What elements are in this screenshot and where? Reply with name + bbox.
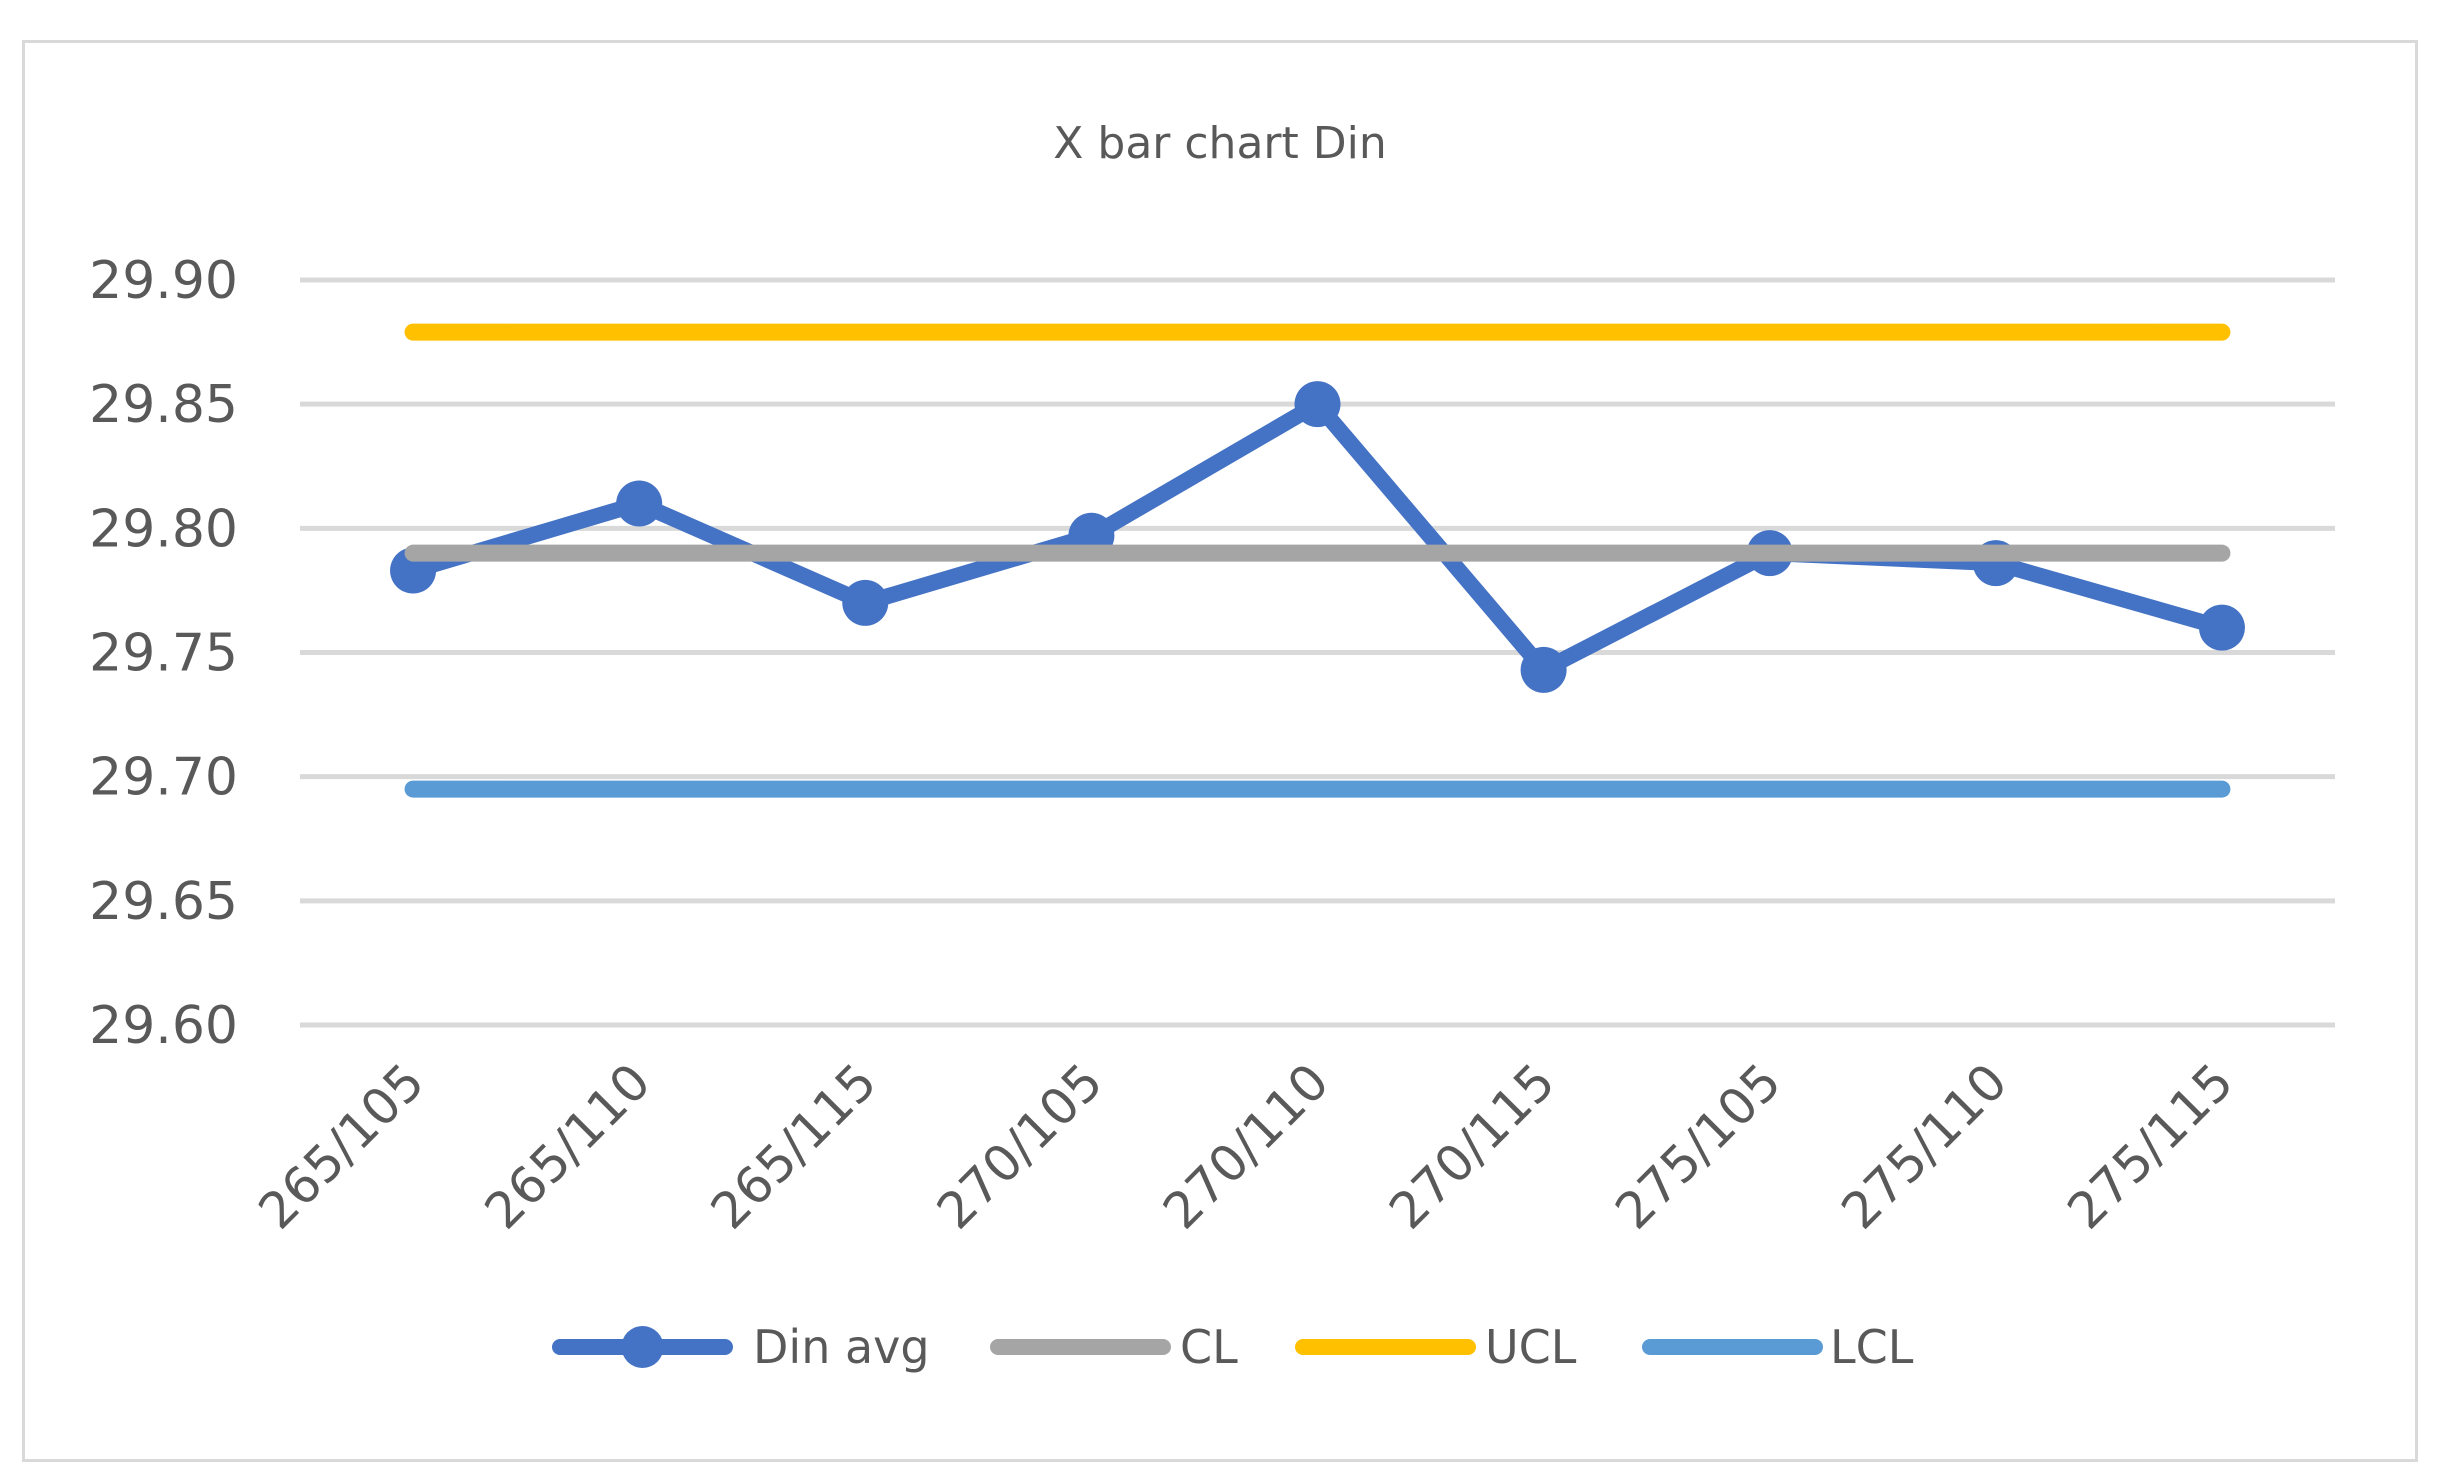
y-tick-label: 29.90 [89,251,238,311]
x-tick-label: 270/115 [1378,1052,1566,1240]
x-tick-label: 265/115 [700,1052,888,1240]
y-tick-label: 29.80 [89,499,238,559]
series-group [390,323,2245,798]
y-tick-label: 29.70 [89,748,238,808]
chart-title: X bar chart Din [1053,118,1386,169]
legend-item-cl: CL [990,1320,1238,1374]
legend-label: LCL [1830,1320,1914,1374]
x-tick-label: 275/105 [1604,1052,1792,1240]
legend-item-lcl: LCL [1642,1320,1914,1374]
x-tick-label: 275/110 [1830,1052,2018,1240]
data-point [842,579,889,626]
x-axis-ticks: 265/105 265/110 265/115 270/105 270/110 270/1… [248,1052,2245,1240]
data-point [1294,381,1341,428]
y-tick-label: 29.85 [89,375,238,435]
legend-item-din-avg: Din avg [552,1320,930,1374]
legend-label: CL [1180,1320,1238,1374]
series-din-avg [390,381,2245,693]
x-tick-label: 275/115 [2057,1052,2245,1240]
chart-frame [22,40,2418,1462]
legend-label: UCL [1485,1320,1577,1374]
y-tick-label: 29.75 [89,624,238,684]
y-axis-ticks: 29.90 29.85 29.80 29.75 29.70 29.65 29.60 [89,251,238,1056]
x-tick-label: 270/105 [926,1052,1114,1240]
data-point [616,480,663,527]
x-tick-label: 265/105 [248,1052,436,1240]
gridlines [300,277,2335,1028]
legend: Din avg CL UCL LCL [552,1320,1914,1374]
y-tick-label: 29.60 [89,996,238,1056]
y-tick-label: 29.65 [89,872,238,932]
series-line [405,396,2230,678]
legend-marker [621,1326,664,1368]
legend-label: Din avg [753,1320,930,1374]
data-point [1520,646,1567,693]
x-tick-label: 265/110 [474,1052,662,1240]
x-tick-label: 270/110 [1152,1052,1340,1240]
data-point [2198,604,2245,651]
legend-item-ucl: UCL [1295,1320,1577,1374]
